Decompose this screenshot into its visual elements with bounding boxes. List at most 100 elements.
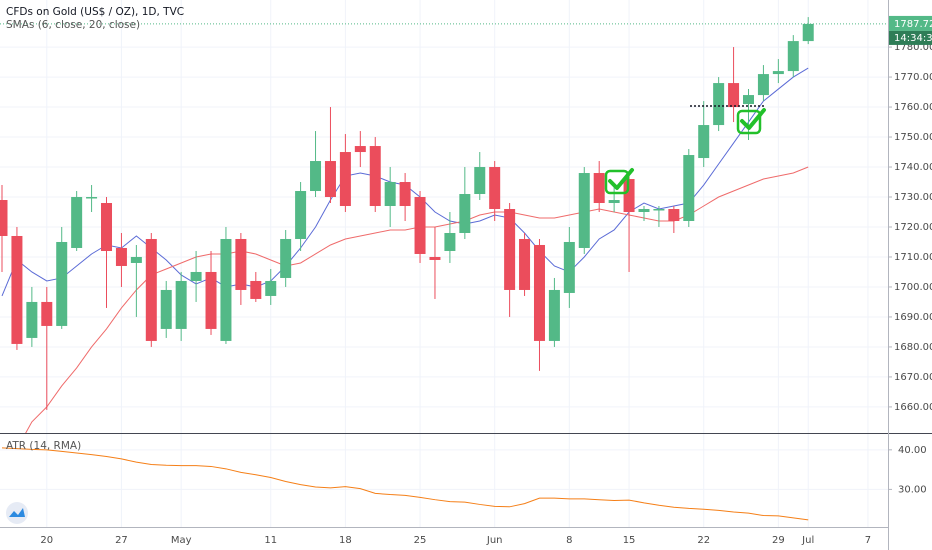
candle-body bbox=[459, 194, 471, 233]
candle-body bbox=[71, 197, 83, 248]
y-tick-label: 1760.00 bbox=[894, 102, 932, 113]
candle-body bbox=[533, 244, 545, 341]
candle-body bbox=[474, 167, 486, 195]
candle-body bbox=[354, 146, 366, 153]
candle-body bbox=[190, 271, 202, 281]
y-tick-label: 30.00 bbox=[898, 484, 927, 495]
x-tick-label: 29 bbox=[772, 535, 785, 546]
candle-body bbox=[653, 209, 665, 211]
indicator-label: ATR (14, RMA) bbox=[6, 440, 81, 452]
candle-body bbox=[0, 200, 8, 236]
candle-body bbox=[444, 232, 456, 251]
candle-body bbox=[145, 238, 157, 341]
y-tick-label: 1660.00 bbox=[894, 402, 932, 413]
candle-body bbox=[668, 209, 680, 221]
candle-body bbox=[339, 152, 351, 207]
candle-body bbox=[235, 238, 247, 290]
candle-body bbox=[623, 179, 635, 213]
y-tick-label: 1700.00 bbox=[894, 282, 932, 293]
logo bbox=[6, 502, 28, 524]
x-tick-label: 11 bbox=[264, 535, 277, 546]
candle-body bbox=[324, 161, 336, 198]
candle-body bbox=[56, 241, 68, 326]
y-tick-label: 1750.00 bbox=[894, 132, 932, 143]
candle-body bbox=[205, 271, 217, 329]
candle-body bbox=[548, 289, 560, 341]
candle-body bbox=[384, 182, 396, 207]
candle-body bbox=[757, 74, 769, 96]
y-tick-label: 1730.00 bbox=[894, 192, 932, 203]
candle-body bbox=[175, 280, 187, 329]
x-tick-label: 8 bbox=[566, 535, 572, 546]
y-tick-label: 1780.00 bbox=[894, 42, 932, 53]
candle-body bbox=[519, 238, 531, 290]
countdown-label: 14:34:37 bbox=[894, 33, 932, 44]
indicator-label: SMAs (6, close, 20, close) bbox=[6, 19, 140, 31]
candle-body bbox=[504, 209, 516, 290]
axes: 1660.00 1670.00 1680.00 1690.00 1700.00 1710.… bbox=[40, 15, 932, 546]
candle-body bbox=[683, 155, 695, 221]
candle-body bbox=[280, 238, 292, 278]
candle-body bbox=[578, 173, 590, 248]
candle-body bbox=[563, 241, 575, 293]
x-tick-label: 18 bbox=[339, 535, 352, 546]
countdown-box bbox=[889, 30, 932, 45]
candle-body bbox=[295, 191, 307, 239]
x-tick-label: 15 bbox=[623, 535, 636, 546]
x-tick-label: Jun bbox=[486, 535, 503, 546]
y-tick-label: 1690.00 bbox=[894, 312, 932, 323]
candle-body bbox=[160, 289, 172, 329]
candle-body bbox=[220, 238, 232, 341]
candle-body bbox=[802, 23, 814, 42]
x-tick-label: 20 bbox=[40, 535, 53, 546]
indicator-pane bbox=[1, 447, 809, 521]
candle-body bbox=[743, 95, 754, 105]
candle-body bbox=[772, 71, 784, 75]
candle-body bbox=[11, 235, 23, 344]
x-tick-label: May bbox=[171, 535, 192, 546]
y-tick-label: 1710.00 bbox=[894, 252, 932, 263]
candle-body bbox=[608, 200, 620, 204]
candle-body bbox=[489, 167, 501, 210]
x-tick-label: Jul bbox=[801, 535, 814, 546]
candle-body bbox=[787, 41, 799, 72]
candle-body bbox=[713, 83, 725, 126]
x-tick-label: 7 bbox=[865, 535, 871, 546]
indicator-line bbox=[1, 447, 809, 521]
candle-body bbox=[250, 280, 262, 299]
candle-body bbox=[429, 256, 441, 260]
candle-body bbox=[265, 280, 277, 296]
check-icon bbox=[736, 108, 766, 135]
candle-body bbox=[369, 146, 381, 207]
check-icon bbox=[604, 168, 634, 195]
y-tick-label: 1680.00 bbox=[894, 342, 932, 353]
x-tick-label: 25 bbox=[414, 535, 427, 546]
candle-body bbox=[728, 83, 740, 108]
last-price-label: 1787.72 bbox=[894, 19, 932, 30]
candle-body bbox=[399, 182, 411, 207]
y-tick-label: 1720.00 bbox=[894, 222, 932, 233]
candle-body bbox=[310, 161, 322, 192]
candle-body bbox=[638, 209, 650, 213]
y-tick-label: 1770.00 bbox=[894, 72, 932, 83]
chart-title: CFDs on Gold (US$ / OZ), 1D, TVC bbox=[6, 6, 184, 18]
candle-body bbox=[101, 203, 113, 251]
candle-body bbox=[41, 301, 53, 326]
price-pane bbox=[0, 17, 888, 433]
candle-body bbox=[115, 247, 127, 266]
candle-body bbox=[593, 173, 605, 204]
last-price-box bbox=[889, 15, 932, 31]
candle-body bbox=[130, 256, 142, 263]
y-tick-label: 1740.00 bbox=[894, 162, 932, 173]
candle-body bbox=[414, 197, 426, 254]
x-tick-label: 22 bbox=[697, 535, 710, 546]
candle-body bbox=[698, 125, 710, 159]
x-tick-label: 27 bbox=[115, 535, 128, 546]
candle-body bbox=[86, 197, 98, 199]
candle-body bbox=[26, 301, 38, 338]
y-tick-label: 40.00 bbox=[898, 445, 927, 456]
y-tick-label: 1670.00 bbox=[894, 372, 932, 383]
